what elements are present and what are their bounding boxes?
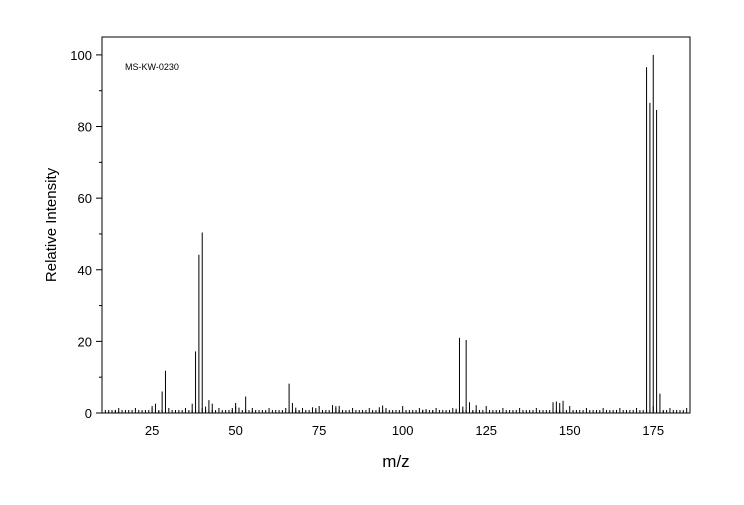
y-tick-label: 60	[78, 191, 92, 206]
chart-annotation: MS-KW-0230	[125, 62, 179, 72]
y-tick-label: 100	[70, 48, 92, 63]
y-tick-label: 40	[78, 263, 92, 278]
x-axis-ticks: 25 50 75 100 125 150 175	[101, 406, 691, 438]
y-tick-label: 20	[78, 334, 92, 349]
y-axis-label: Relative Intensity	[43, 167, 60, 282]
x-tick-label: 175	[642, 423, 664, 438]
peak-series	[111, 54, 664, 413]
x-tick-label: 75	[312, 423, 326, 438]
x-tick-label: 150	[559, 423, 581, 438]
x-tick-label: 100	[392, 423, 414, 438]
x-axis-label: m/z	[382, 452, 409, 471]
y-tick-label: 0	[85, 406, 92, 421]
x-tick-label: 50	[228, 423, 242, 438]
y-tick-label: 80	[78, 120, 92, 135]
y-axis-ticks: 0 20 40 60 80 100	[70, 48, 102, 421]
x-tick-label: 25	[145, 423, 159, 438]
plot-area-frame	[101, 36, 691, 414]
x-tick-label: 125	[475, 423, 497, 438]
